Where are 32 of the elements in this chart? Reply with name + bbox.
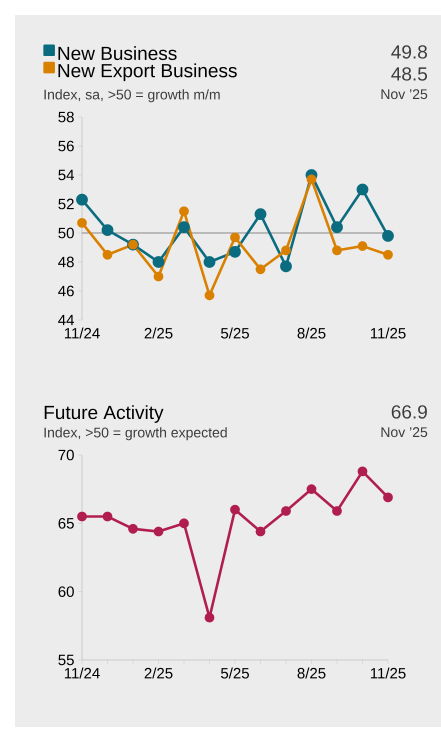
y-tick-label: 44 (58, 314, 74, 326)
y-tick-label: 55 (58, 654, 74, 666)
y-tick-label: 52 (58, 198, 74, 210)
y-tick-label: 48 (58, 256, 74, 268)
chart-subtitle: Index, sa, >50 = growth m/m (44, 89, 220, 102)
x-tick-label: 11/24 (64, 328, 100, 339)
text: 48.5 (391, 67, 427, 81)
text: 66.9 (392, 405, 427, 419)
y-tick-label: 70 (58, 450, 74, 460)
text: Nov ’25 (381, 427, 428, 438)
chart-title: Future Activity (44, 405, 164, 423)
y-tick-label: 60 (58, 586, 74, 597)
y-tick-label: 54 (58, 170, 74, 180)
legend-label: New Export Business (58, 63, 237, 82)
x-tick-label: 8/25 (298, 668, 326, 679)
x-tick-label: 11/25 (370, 328, 406, 339)
x-tick-label: 2/25 (144, 668, 172, 679)
x-tick-label: 8/25 (298, 328, 326, 339)
y-tick-label: 58 (58, 112, 74, 122)
y-tick-label: 46 (58, 286, 74, 296)
text: 49.8 (391, 45, 427, 59)
x-tick-label: 5/25 (220, 668, 249, 679)
x-tick-label: 11/25 (370, 668, 406, 679)
y-tick-label: 50 (58, 228, 74, 238)
x-tick-label: 2/25 (144, 328, 172, 339)
y-tick-label: 56 (58, 140, 74, 152)
x-tick-label: 5/25 (220, 328, 249, 339)
text: Nov ’25 (381, 89, 428, 100)
chart-subtitle: Index, >50 = growth expected (44, 427, 227, 440)
legend-label: New Business (58, 46, 177, 60)
y-tick-label: 65 (58, 518, 74, 529)
x-tick-label: 11/24 (64, 668, 100, 679)
